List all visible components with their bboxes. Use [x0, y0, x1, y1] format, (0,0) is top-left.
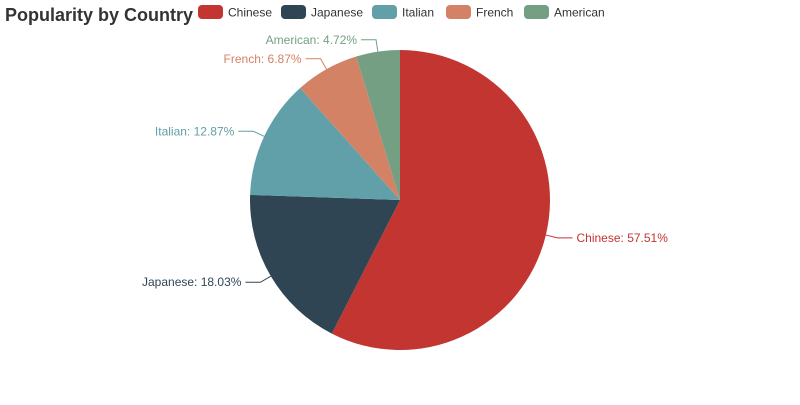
legend-swatch-japanese	[281, 5, 306, 19]
legend-item-chinese[interactable]: Chinese	[198, 5, 272, 20]
legend-item-french[interactable]: French	[446, 5, 513, 20]
legend-swatch-american	[524, 5, 549, 19]
slice-label-american: American: 4.72%	[266, 33, 358, 47]
pie-slice-italian[interactable]	[250, 88, 400, 200]
legend-label-american: American	[554, 6, 605, 20]
leader-line-american	[361, 39, 379, 52]
legend-swatch-french	[446, 5, 471, 19]
legend-label-italian: Italian	[402, 6, 434, 20]
label-leader-lines	[238, 39, 573, 283]
slice-label-chinese: Chinese: 57.51%	[577, 231, 669, 245]
slice-label-french: French: 6.87%	[224, 52, 302, 66]
legend-item-japanese[interactable]: Japanese	[281, 5, 363, 20]
leader-line-italian	[238, 130, 265, 137]
pie-slice-american[interactable]	[356, 50, 400, 200]
legend-label-chinese: Chinese	[228, 6, 272, 20]
legend-swatch-italian	[372, 5, 397, 19]
slice-label-japanese: Japanese: 18.03%	[142, 275, 242, 289]
pie-slice-french[interactable]	[300, 56, 400, 201]
leader-line-japanese	[245, 275, 272, 283]
legend-item-italian[interactable]: Italian	[372, 5, 434, 20]
legend-label-french: French	[476, 6, 513, 20]
pie-slices	[250, 50, 551, 350]
slice-labels: Chinese: 57.51% Japanese: 18.03% Italian: …	[142, 33, 668, 289]
legend: Chinese Japanese Italian French American	[198, 5, 605, 20]
leader-line-chinese	[545, 234, 573, 239]
legend-item-american[interactable]: American	[524, 5, 605, 20]
chart-title: Popularity by Country	[5, 5, 193, 25]
pie-slice-chinese[interactable]	[331, 50, 551, 350]
legend-swatch-chinese	[198, 5, 223, 19]
pie-slice-japanese[interactable]	[250, 194, 400, 334]
leader-line-french	[305, 58, 327, 70]
legend-label-japanese: Japanese	[311, 6, 363, 20]
slice-label-italian: Italian: 12.87%	[155, 124, 235, 138]
